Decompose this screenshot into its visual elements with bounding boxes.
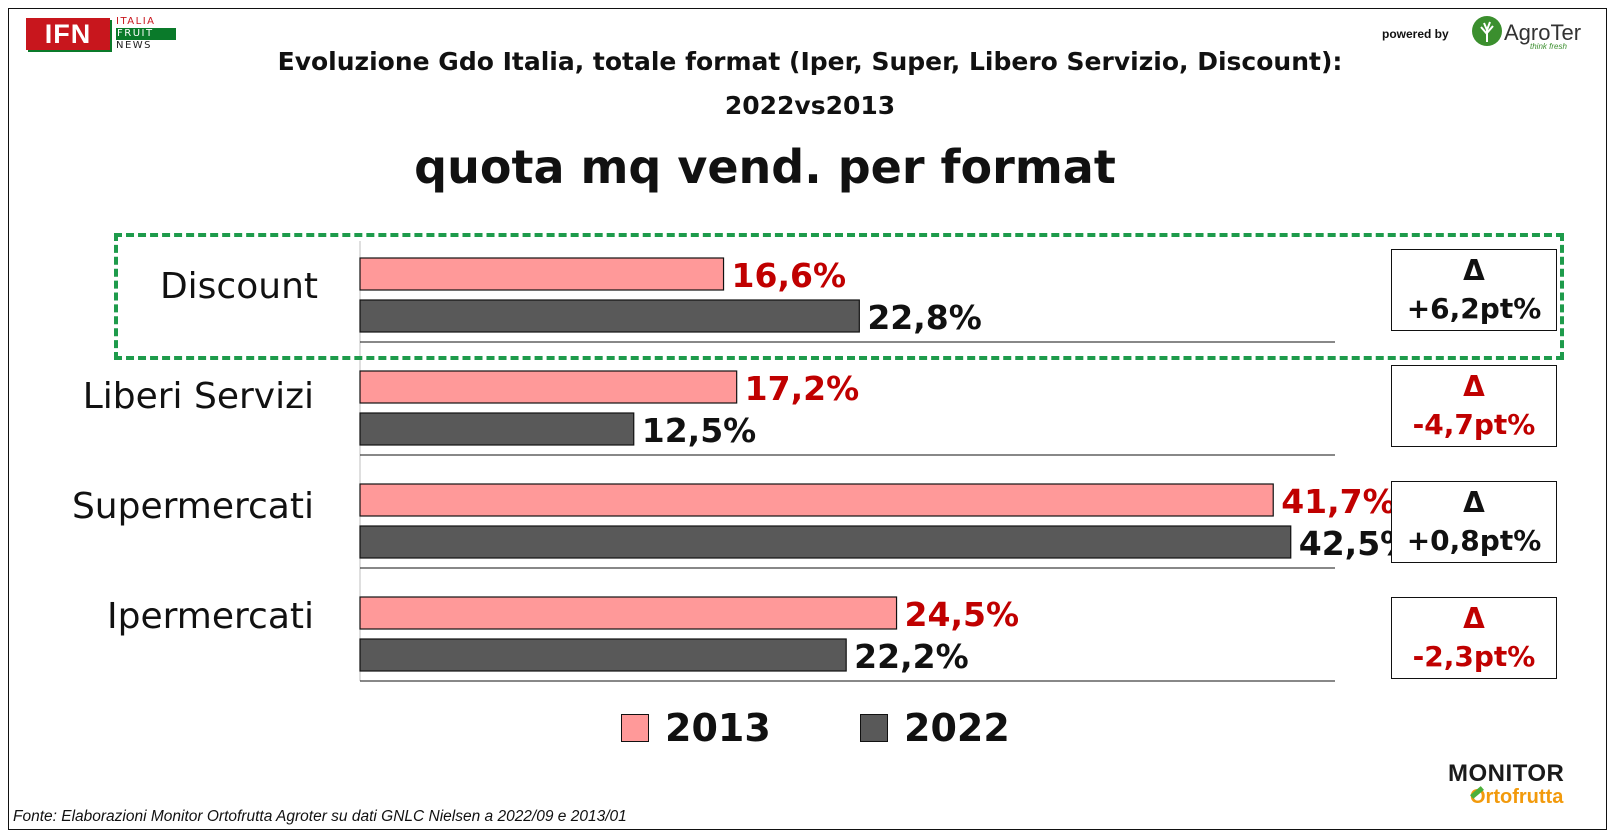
delta-box-liberi-servizi: Δ -4,7pt% <box>1391 365 1557 447</box>
chart-title-line1: Evoluzione Gdo Italia, totale format (Ip… <box>277 47 1343 76</box>
bar-liberi-servizi-2013 <box>359 370 738 404</box>
delta-box-discount: Δ +6,2pt% <box>1391 249 1557 331</box>
chart-frame <box>8 8 1607 830</box>
bar-supermercati-2013 <box>359 483 1274 517</box>
ifn-logo-line2: FRUIT <box>116 28 176 40</box>
monitor-ortofrutta-logo: MONITOR Ortofrutta <box>1444 760 1604 820</box>
category-label-liberi-servizi: Liberi Servizi <box>82 376 314 417</box>
chart-title-line2: 2022vs2013 <box>724 91 896 120</box>
monitor-logo-word1: MONITOR <box>1448 760 1565 787</box>
data-label-liberi-servizi-2013: 17,2% <box>745 369 860 408</box>
data-label-discount-2022: 22,8% <box>867 298 982 337</box>
delta-box-supermercati: Δ +0,8pt% <box>1391 481 1557 563</box>
bar-supermercati-2022 <box>359 525 1292 559</box>
agroter-logo-name: AgroTer <box>1504 20 1582 45</box>
data-label-discount-2013: 16,6% <box>732 256 847 295</box>
monitor-logo-word2: Ortofrutta <box>1470 786 1564 808</box>
delta-value: +0,8pt% <box>1406 524 1542 557</box>
data-label-supermercati-2013: 41,7% <box>1281 482 1396 521</box>
delta-value: -2,3pt% <box>1412 640 1536 673</box>
category-label-supermercati: Supermercati <box>71 486 314 527</box>
ifn-logo-line1: ITALIA <box>116 16 156 27</box>
chart-title: Evoluzione Gdo Italia, totale format (Ip… <box>160 40 1460 128</box>
category-label-discount: Discount <box>159 266 318 307</box>
source-note: Fonte: Elaborazioni Monitor Ortofrutta A… <box>13 808 627 825</box>
ifn-logo-line3: NEWS <box>116 40 153 51</box>
delta-symbol: Δ <box>1463 370 1485 403</box>
ifn-logo: IFN ITALIA FRUIT NEWS <box>26 16 176 56</box>
chart-subtitle: quota mq vend. per format <box>414 140 1116 194</box>
agroter-logo-tagline: think fresh <box>1530 42 1567 51</box>
delta-symbol: Δ <box>1463 486 1485 519</box>
delta-box-ipermercati: Δ -2,3pt% <box>1391 597 1557 679</box>
bar-ipermercati-2013 <box>359 596 898 630</box>
data-label-liberi-servizi-2022: 12,5% <box>642 411 757 450</box>
legend-swatch-2022 <box>860 713 888 742</box>
legend-label-2022: 2022 <box>904 706 1010 750</box>
legend-item-2022: 2022 <box>860 706 1010 750</box>
delta-value: +6,2pt% <box>1406 292 1542 325</box>
bar-discount-2013 <box>359 257 725 291</box>
discount-highlight-box <box>114 233 1564 360</box>
tree-icon <box>1472 16 1502 46</box>
powered-by-text: powered by <box>1382 27 1449 41</box>
ifn-logo-text: ITALIA FRUIT NEWS <box>116 16 176 52</box>
legend-swatch-2013 <box>621 713 649 742</box>
delta-value: -4,7pt% <box>1412 408 1536 441</box>
ifn-logo-letters: IFN <box>26 18 110 50</box>
data-label-ipermercati-2013: 24,5% <box>905 595 1020 634</box>
bar-ipermercati-2022 <box>359 638 847 672</box>
delta-symbol: Δ <box>1463 254 1485 287</box>
bar-liberi-servizi-2022 <box>359 412 635 446</box>
bar-discount-2022 <box>359 299 860 333</box>
data-label-ipermercati-2022: 22,2% <box>854 637 969 676</box>
delta-symbol: Δ <box>1463 602 1485 635</box>
legend-label-2013: 2013 <box>665 706 771 750</box>
category-label-ipermercati: Ipermercati <box>107 596 314 637</box>
legend-item-2013: 2013 <box>621 706 771 750</box>
